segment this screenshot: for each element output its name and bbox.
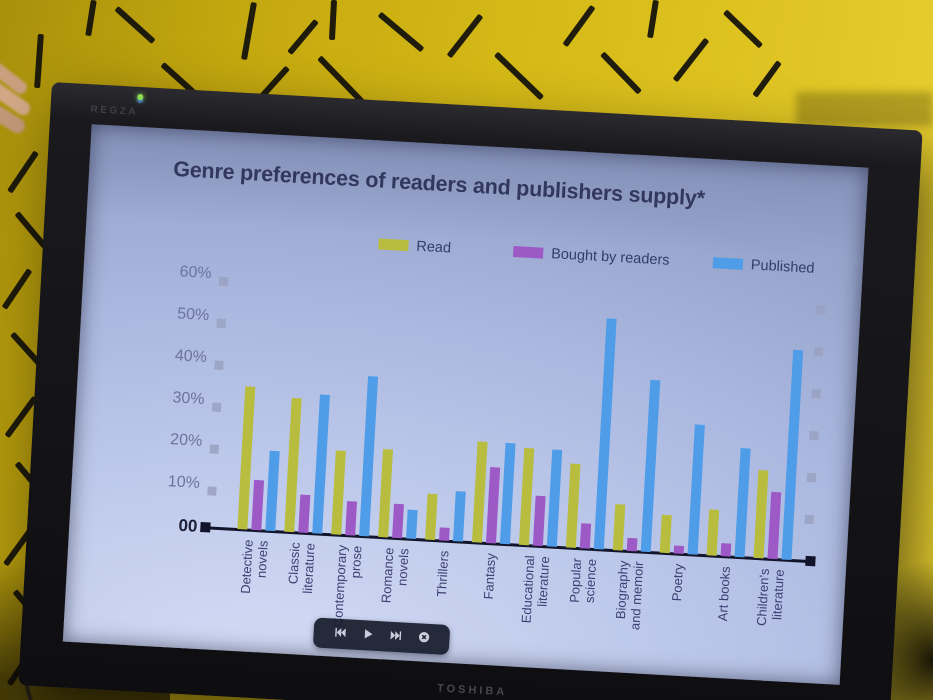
skip-back-button[interactable]: [332, 626, 348, 642]
category-label-text: Detective novels: [237, 539, 271, 595]
play-button[interactable]: [360, 628, 376, 644]
bar-bought-by-readers: [485, 467, 501, 544]
legend-item: Read: [378, 236, 451, 257]
tick-square: [209, 444, 220, 454]
bar-read: [659, 514, 672, 554]
bar-published: [734, 448, 751, 558]
close-icon: [417, 630, 431, 647]
bar-bought-by-readers: [579, 523, 592, 549]
power-led-icon: [137, 93, 144, 101]
bar-bought-by-readers: [251, 479, 265, 531]
tv-screen: Genre preferences of readers and publish…: [62, 124, 869, 685]
category-label-text: Classic literature: [285, 541, 318, 595]
category-label-text: Children's literature: [753, 568, 787, 627]
bar-published: [359, 376, 379, 537]
legend-item: Bought by readers: [512, 244, 670, 269]
bar-published: [640, 379, 661, 553]
play-icon: [361, 627, 375, 644]
bar-read: [565, 463, 581, 548]
tick-square: [216, 318, 227, 329]
bar-bought-by-readers: [439, 527, 450, 541]
bar-read: [331, 450, 346, 535]
tick-square: [813, 346, 824, 357]
tick-square: [806, 472, 817, 483]
bar-read: [518, 447, 535, 546]
skip-forward-button[interactable]: [388, 629, 404, 645]
tick-square: [804, 514, 815, 525]
bar-bought-by-readers: [720, 543, 732, 557]
tick-square: [207, 486, 217, 496]
bar-bought-by-readers: [345, 501, 358, 536]
bar-published: [406, 509, 418, 540]
bar-published: [312, 394, 330, 534]
skip-forward-icon: [389, 629, 403, 646]
bar-published: [687, 424, 705, 555]
category-label: Children's literature: [754, 568, 865, 626]
tv-brand-regza: REGZA: [90, 104, 139, 118]
y-tick-label: 00: [178, 515, 198, 536]
bar-bought-by-readers: [673, 545, 685, 554]
axis-endpoint: [805, 555, 816, 567]
axis-endpoint: [200, 521, 211, 533]
y-tick-label: 20%: [169, 431, 203, 450]
playback-controls: [312, 617, 451, 656]
bar-read: [612, 504, 626, 551]
bar-read: [706, 509, 720, 556]
y-tick-label: 30%: [172, 389, 205, 408]
bar-published: [781, 349, 804, 561]
y-tick-label: 10%: [167, 473, 201, 492]
bar-published: [593, 318, 617, 550]
legend-swatch: [712, 257, 744, 270]
tick-square: [809, 430, 819, 441]
bar-bought-by-readers: [767, 491, 782, 560]
close-button[interactable]: [416, 631, 432, 647]
bar-read: [425, 493, 438, 541]
tick-square: [218, 276, 229, 287]
skip-back-icon: [333, 626, 347, 643]
tick-square: [214, 360, 224, 371]
y-tick-label: 60%: [179, 263, 213, 283]
bar-read: [753, 470, 769, 559]
y-tick-label: 50%: [176, 305, 210, 325]
bar-bought-by-readers: [392, 503, 404, 539]
y-tick-label: 40%: [174, 347, 208, 367]
legend-label: Published: [750, 257, 815, 277]
bar-published: [265, 450, 280, 532]
legend-item: Published: [712, 255, 815, 277]
legend-swatch: [378, 238, 409, 252]
bar-published: [499, 442, 516, 545]
tv-monitor: REGZA Genre preferences of readers and p…: [18, 82, 923, 700]
bar-read: [471, 441, 488, 543]
chart-title: Genre preferences of readers and publish…: [172, 156, 706, 211]
bar-bought-by-readers: [626, 537, 638, 552]
tv-brand-toshiba: TOSHIBA: [436, 682, 508, 699]
tick-square: [811, 388, 822, 399]
category-label-text: Biography and memoir: [612, 560, 647, 631]
bar-published: [452, 491, 466, 542]
legend-label: Bought by readers: [550, 246, 670, 269]
bar-bought-by-readers: [298, 494, 311, 534]
tick-square: [211, 402, 222, 412]
bar-read: [378, 449, 394, 538]
category-label-text: Educational literature: [518, 554, 553, 624]
bar-bought-by-readers: [532, 495, 546, 547]
tick-square: [816, 305, 826, 315]
bar-published: [546, 449, 563, 547]
legend-label: Read: [415, 238, 452, 257]
legend-swatch: [512, 246, 544, 259]
category-label-text: Popular science: [566, 557, 600, 604]
